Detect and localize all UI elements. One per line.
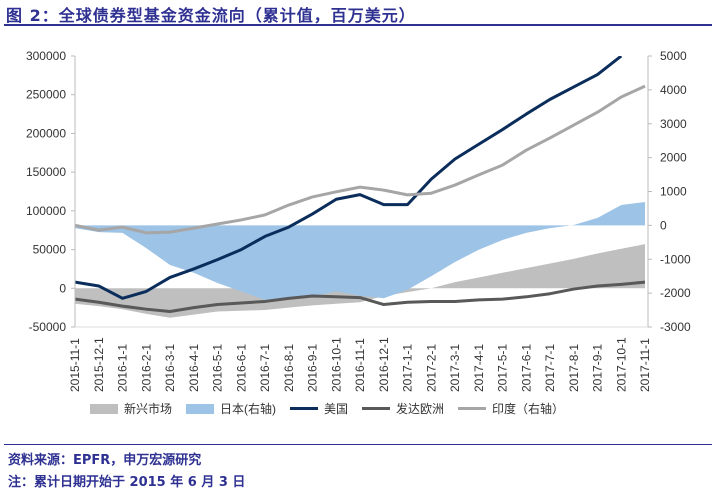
legend-label: 美国 bbox=[324, 402, 349, 416]
x-tick-label: 2016-4-1 bbox=[187, 344, 201, 392]
x-tick-label: 2015-11-1 bbox=[68, 338, 82, 392]
right-tick-label: 4000 bbox=[660, 83, 687, 97]
date-note: 注：累计日期开始于 2015 年 6 月 3 日 bbox=[8, 475, 246, 490]
x-tick-label: 2016-1-1 bbox=[116, 344, 130, 392]
x-tick-label: 2017-7-1 bbox=[543, 344, 557, 392]
left-tick-label: -50000 bbox=[29, 320, 67, 334]
x-tick-label: 2016-2-1 bbox=[139, 344, 153, 392]
right-tick-label: -3000 bbox=[660, 320, 691, 334]
x-tick-label: 2017-1-1 bbox=[401, 344, 415, 392]
series-area-1 bbox=[75, 202, 645, 300]
series-line-4 bbox=[75, 84, 646, 235]
legend-label: 日本(右轴) bbox=[220, 402, 277, 416]
right-tick-label: 0 bbox=[660, 218, 667, 232]
legend-item: 发达欧洲 bbox=[362, 400, 444, 417]
x-tick-label: 2016-3-1 bbox=[163, 344, 177, 392]
x-tick-label: 2016-6-1 bbox=[234, 344, 248, 392]
x-tick-label: 2016-11-1 bbox=[353, 338, 367, 392]
x-tick-label: 2017-3-1 bbox=[448, 344, 462, 392]
legend-label: 发达欧洲 bbox=[396, 402, 445, 416]
x-tick-label: 2016-12-1 bbox=[377, 337, 391, 392]
x-tick-label: 2016-5-1 bbox=[211, 344, 225, 392]
legend-swatch bbox=[186, 403, 215, 414]
left-tick-label: 0 bbox=[59, 281, 66, 295]
right-tick-label: -2000 bbox=[660, 286, 691, 300]
legend-swatch bbox=[458, 407, 487, 410]
legend-item: 新兴市场 bbox=[90, 400, 172, 417]
x-tick-label: 2017-9-1 bbox=[591, 344, 605, 392]
x-tick-label: 2015-12-1 bbox=[92, 337, 106, 392]
legend-item: 美国 bbox=[290, 400, 348, 417]
legend-label: 新兴市场 bbox=[124, 402, 173, 416]
title-divider bbox=[4, 24, 712, 26]
right-tick-label: 2000 bbox=[660, 151, 687, 165]
x-tick-label: 2017-4-1 bbox=[472, 344, 486, 392]
legend-label: 印度（右轴） bbox=[492, 402, 565, 416]
x-tick-label: 2017-5-1 bbox=[496, 344, 510, 392]
x-tick-label: 2017-6-1 bbox=[519, 344, 533, 392]
x-tick-label: 2016-9-1 bbox=[306, 344, 320, 392]
figure-title: 图 2：全球债券型基金资金流向（累计值，百万美元） bbox=[6, 6, 416, 25]
left-tick-label: 100000 bbox=[26, 204, 66, 218]
footer-divider bbox=[4, 444, 712, 445]
legend-swatch bbox=[362, 407, 391, 410]
source-note: 资料来源：EPFR，申万宏源研究 bbox=[8, 453, 202, 468]
x-tick-label: 2017-8-1 bbox=[567, 344, 581, 392]
right-tick-label: 1000 bbox=[660, 185, 687, 199]
left-tick-label: 300000 bbox=[26, 49, 66, 63]
left-tick-label: 250000 bbox=[26, 88, 66, 102]
right-tick-label: 3000 bbox=[660, 117, 687, 131]
left-tick-label: 200000 bbox=[26, 126, 66, 140]
x-tick-label: 2016-7-1 bbox=[258, 344, 272, 392]
left-tick-label: 150000 bbox=[26, 165, 66, 179]
legend-item: 印度（右轴） bbox=[458, 400, 564, 417]
legend-swatch bbox=[290, 407, 319, 410]
right-tick-label: 5000 bbox=[660, 49, 687, 63]
x-tick-label: 2017-2-1 bbox=[424, 344, 438, 392]
x-tick-label: 2016-10-1 bbox=[329, 337, 343, 392]
legend-item: 日本(右轴) bbox=[186, 400, 276, 417]
legend: 新兴市场 日本(右轴) 美国 发达欧洲 印度（右轴） bbox=[90, 400, 564, 417]
x-tick-label: 2017-10-1 bbox=[614, 337, 628, 392]
series-line-2 bbox=[75, 56, 623, 300]
legend-swatch bbox=[90, 403, 118, 414]
x-tick-label: 2016-8-1 bbox=[282, 344, 296, 392]
series-area-0 bbox=[75, 244, 645, 318]
x-tick-label: 2017-11-1 bbox=[638, 338, 652, 392]
chart: -500000500001000001500002000002500003000… bbox=[26, 49, 691, 392]
left-tick-label: 50000 bbox=[33, 243, 67, 257]
right-tick-label: -1000 bbox=[660, 252, 691, 266]
